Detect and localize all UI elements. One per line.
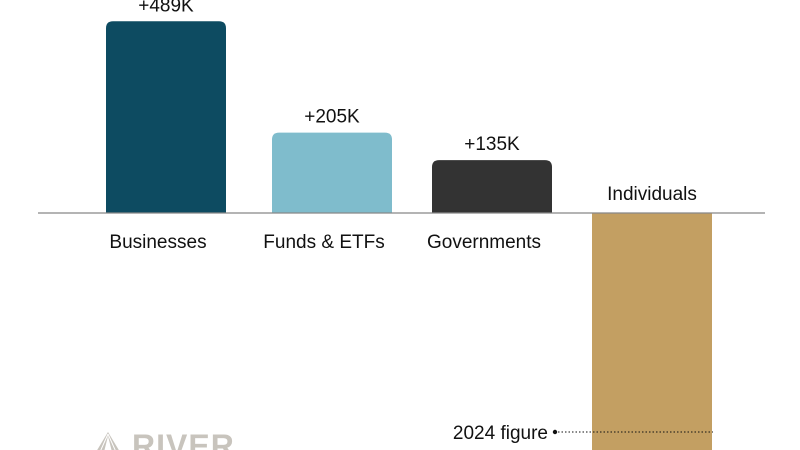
category-label-governments: Governments (427, 232, 541, 253)
value-label-businesses: +489K (138, 0, 194, 16)
category-label-businesses: Businesses (109, 232, 206, 253)
labels-layer: +489K Businesses +205K Funds & ETFs +135K Gov… (109, 0, 696, 253)
bar-governments (432, 160, 552, 213)
value-label-funds-etfs: +205K (304, 107, 360, 128)
annotation-2024-figure: 2024 figure (453, 423, 713, 444)
river-logo-icon (97, 432, 119, 450)
value-label-governments: +135K (464, 134, 520, 155)
bar-businesses (106, 21, 226, 214)
bar-funds-etfs (272, 132, 392, 213)
category-label-individuals: Individuals (607, 184, 697, 205)
annotation-label: 2024 figure (453, 423, 548, 444)
river-logo: RIVER (97, 428, 235, 450)
bars-layer (106, 21, 712, 450)
annotation-dot (552, 429, 558, 435)
river-logo-text: RIVER (132, 428, 235, 450)
bar-individuals (592, 213, 712, 450)
category-label-funds-etfs: Funds & ETFs (263, 232, 384, 253)
